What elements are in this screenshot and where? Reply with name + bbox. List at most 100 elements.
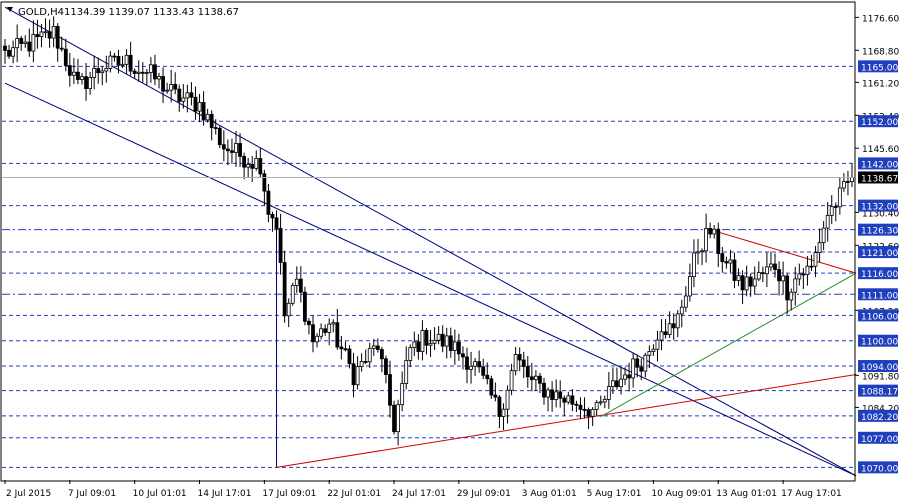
candle-32 — [132, 68, 137, 79]
candle-142 — [578, 397, 583, 419]
candle-183 — [744, 265, 749, 297]
candle-93 — [379, 346, 384, 373]
triangle-down-icon[interactable] — [7, 7, 13, 12]
level-price-marker: 1100.00 — [858, 334, 898, 348]
candle-140 — [570, 389, 575, 412]
candle-19 — [80, 72, 84, 85]
svg-text:1077.00: 1077.00 — [861, 435, 898, 445]
candle-132 — [538, 372, 542, 393]
candle-116 — [473, 357, 478, 376]
y-tick-label: 1168.80 — [862, 47, 899, 57]
x-tick-label: 14 Jul 17:01 — [198, 489, 252, 499]
level-price-marker: 1082.20 — [858, 409, 898, 423]
candle-188 — [764, 252, 769, 288]
candle-78 — [319, 323, 324, 340]
candle-11 — [47, 19, 52, 48]
trendline-uptrend-green[interactable] — [600, 272, 857, 418]
candle-55 — [225, 139, 230, 166]
candle-117 — [477, 350, 482, 373]
candle-75 — [307, 318, 311, 335]
candle-177 — [720, 247, 725, 273]
candle-63 — [258, 147, 263, 178]
time-axis[interactable]: 2 Jul 2015 7 Jul 09:01 10 Jul 01:01 14 Jul … — [4, 480, 842, 499]
candle-66 — [270, 211, 275, 232]
candle-6 — [27, 28, 32, 57]
candle-28 — [116, 49, 121, 74]
candle-159 — [647, 345, 652, 369]
svg-text:1142.00: 1142.00 — [861, 160, 898, 170]
candle-1 — [7, 44, 11, 59]
candle-108 — [440, 325, 445, 353]
candle-69 — [282, 250, 287, 323]
candle-30 — [124, 49, 129, 75]
candle-60 — [246, 157, 251, 178]
x-tick-label: 10 Jul 01:01 — [133, 489, 187, 499]
level-price-marker: 1070.00 — [858, 461, 898, 474]
candle-158 — [643, 352, 648, 378]
candle-136 — [554, 379, 559, 408]
candle-79 — [323, 324, 328, 336]
candle-128 — [521, 351, 526, 379]
svg-text:1070.00: 1070.00 — [861, 464, 898, 474]
candle-192 — [781, 261, 786, 295]
chart-header: GOLD,H4 1134.39 1139.07 1133.43 1138.67 — [7, 7, 239, 18]
candle-111 — [452, 329, 457, 365]
candle-74 — [302, 286, 307, 326]
candle-122 — [497, 394, 502, 429]
candle-90 — [367, 342, 372, 368]
candle-67 — [274, 210, 279, 239]
candle-146 — [594, 400, 599, 417]
candle-12 — [51, 16, 56, 48]
y-tick-label: 1091.80 — [862, 372, 899, 382]
candle-191 — [777, 261, 781, 296]
candle-194 — [789, 288, 794, 311]
candle-82 — [335, 308, 340, 350]
candle-112 — [456, 333, 461, 361]
candle-97 — [396, 399, 401, 446]
candle-161 — [655, 330, 660, 362]
x-tick-label: 29 Jul 09:01 — [457, 489, 511, 499]
candle-149 — [606, 372, 611, 409]
candle-89 — [363, 349, 368, 365]
candle-151 — [615, 367, 619, 390]
candle-44 — [181, 84, 186, 109]
candle-15 — [63, 38, 68, 72]
level-price-marker: 1088.17 — [858, 384, 898, 398]
candle-84 — [343, 341, 348, 352]
candle-92 — [375, 338, 380, 353]
candle-110 — [448, 327, 453, 358]
trendline-channel-lower[interactable] — [4, 82, 857, 477]
candle-201 — [817, 228, 822, 263]
level-price-marker: 1126.30 — [858, 223, 898, 237]
candle-162 — [659, 319, 664, 351]
candle-71 — [290, 282, 295, 306]
candle-205 — [833, 202, 838, 222]
level-price-marker: 1116.00 — [858, 267, 898, 280]
y-tick-label: 1176.60 — [862, 14, 899, 24]
x-tick-label: 22 Jul 01:01 — [327, 489, 381, 499]
candle-85 — [347, 345, 352, 369]
candle-120 — [489, 375, 494, 399]
candle-46 — [189, 82, 194, 106]
candle-57 — [234, 130, 238, 168]
candle-150 — [610, 367, 615, 394]
candle-145 — [590, 407, 595, 426]
candle-200 — [813, 246, 818, 278]
candle-42 — [173, 72, 178, 95]
candle-64 — [262, 169, 267, 206]
candle-153 — [623, 367, 627, 386]
candle-106 — [432, 327, 437, 351]
candle-41 — [169, 69, 174, 103]
trendline-support-low[interactable] — [276, 373, 857, 468]
x-tick-label: 2 Jul 2015 — [6, 489, 51, 499]
trendline-triangle-top[interactable] — [710, 229, 857, 274]
candle-86 — [351, 352, 356, 398]
candle-175 — [712, 225, 717, 239]
candle-121 — [493, 382, 498, 402]
candle-196 — [797, 263, 802, 286]
candle-38 — [157, 72, 161, 89]
candle-17 — [71, 58, 76, 85]
level-price-marker: 1132.00 — [858, 199, 898, 213]
